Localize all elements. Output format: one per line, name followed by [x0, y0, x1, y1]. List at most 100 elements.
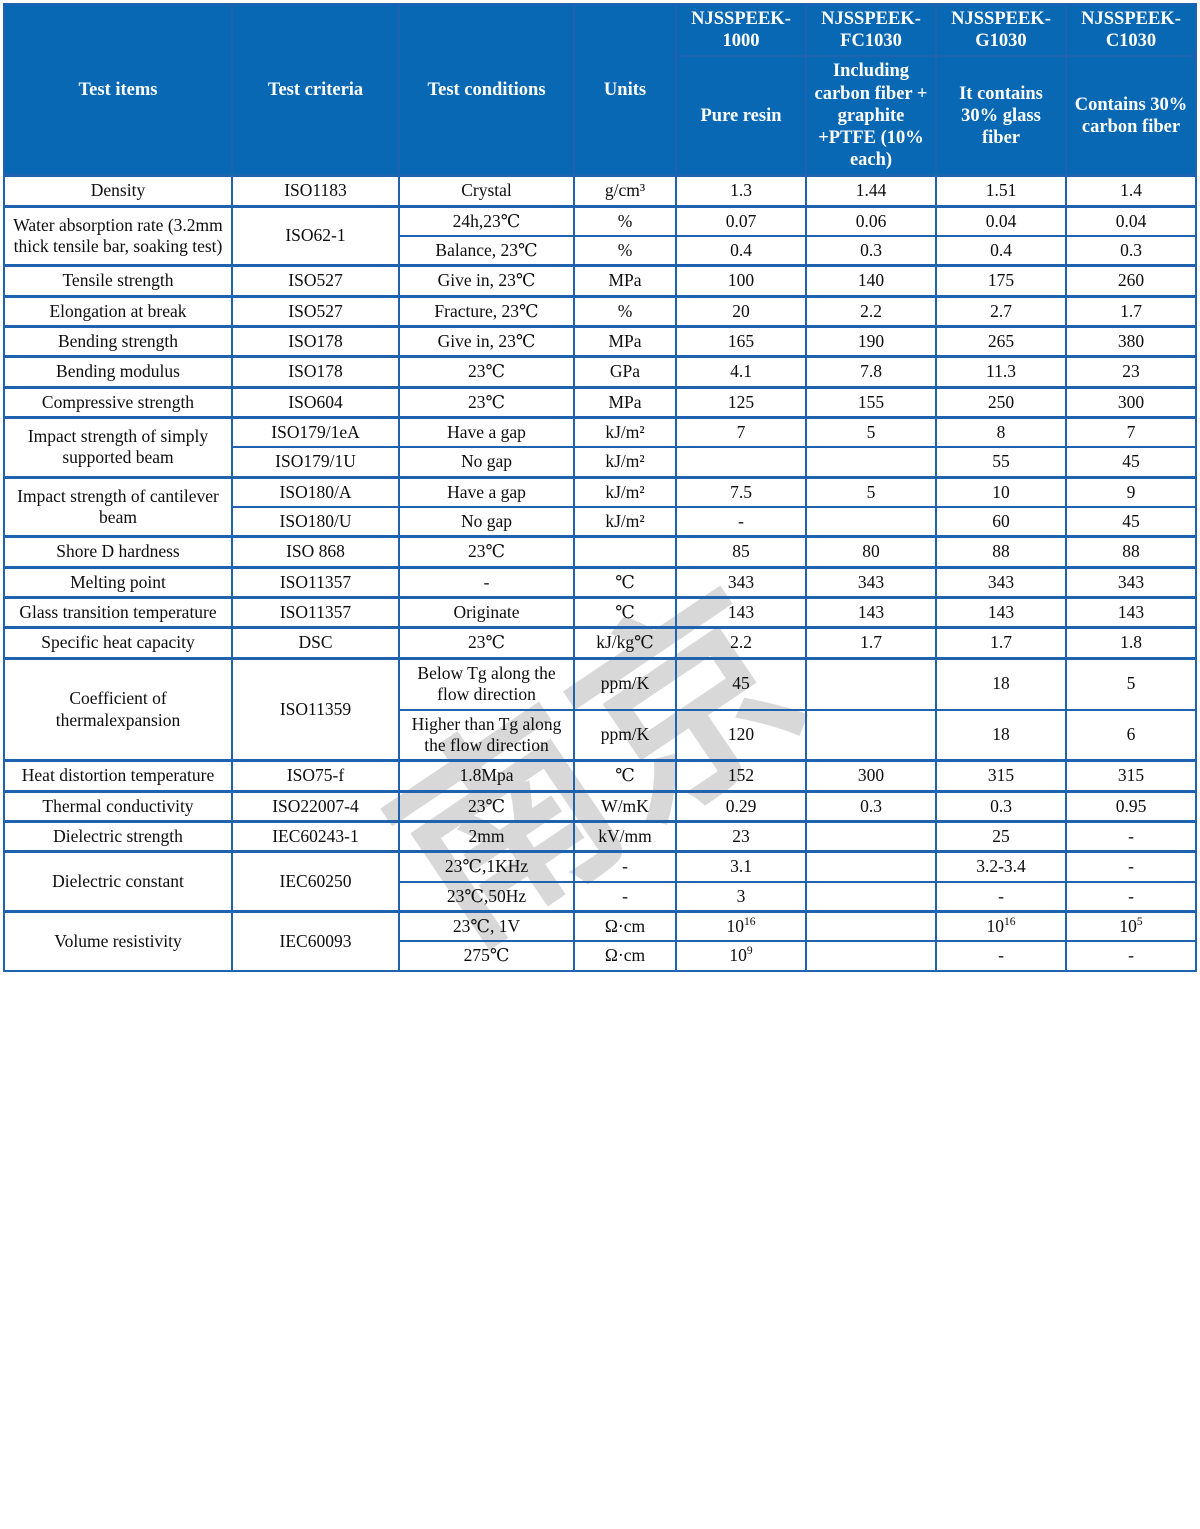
cell-value-product-3: -: [1065, 850, 1197, 883]
cell-test-condition: 23℃: [398, 355, 575, 389]
cell-value-product-0: 343: [675, 565, 807, 599]
cell-test-criteria: ISO75-f: [231, 759, 400, 793]
cell-value-product-3: -: [1065, 940, 1197, 972]
cell-unit: W/mK: [573, 789, 677, 823]
table-row: Volume resistivity IEC60093 23℃, 1V Ω·cm 101…: [3, 909, 1197, 972]
cell-test-condition: Crystal: [398, 174, 575, 208]
cell-value-product-2: 250: [935, 385, 1067, 419]
cell-unit: %: [573, 294, 677, 328]
cell-value-product-2: 11.3: [935, 355, 1067, 389]
cell-test-item: Bending strength: [3, 325, 233, 358]
cell-test-criteria: ISO179/1eA: [231, 416, 400, 449]
cell-test-condition: 23℃: [398, 535, 575, 569]
cell-test-item: Thermal conductivity: [3, 789, 233, 823]
cell-value-product-2: -: [935, 940, 1067, 972]
cell-value-product-0: 45: [675, 656, 807, 711]
cell-value-product-0: 2.2: [675, 626, 807, 660]
cell-value-product-0: -: [675, 506, 807, 538]
cell-value-product-1: [805, 656, 937, 711]
cell-test-criteria: ISO178: [231, 355, 400, 389]
cell-value-product-1: 5: [805, 475, 937, 509]
cell-test-condition: Have a gap: [398, 475, 575, 509]
cell-value-product-3: 300: [1065, 385, 1197, 419]
cell-test-condition: Have a gap: [398, 416, 575, 449]
cell-value-product-1: 5: [805, 416, 937, 449]
cell-value-product-2: 55: [935, 446, 1067, 479]
cell-value-product-3: 315: [1065, 759, 1197, 793]
cell-unit: MPa: [573, 385, 677, 419]
cell-test-criteria: ISO11357: [231, 596, 400, 629]
cell-value-product-2: 1016: [935, 909, 1067, 943]
cell-test-condition: No gap: [398, 506, 575, 538]
cell-value-product-0: 23: [675, 819, 807, 853]
cell-test-item: Impact strength of cantilever beam: [3, 475, 233, 538]
cell-value-product-3: -: [1065, 880, 1197, 913]
cell-test-item: Compressive strength: [3, 385, 233, 419]
cell-value-product-0: 1.3: [675, 174, 807, 208]
table-row: Balance, 23℃% 0.4 0.3 0.4 0.3: [4, 235, 1197, 267]
table-row: ISO180/U No gap kJ/m² - 60 45: [4, 506, 1197, 538]
cell-value-product-0: 120: [675, 708, 807, 762]
table-row: Impact strength of simply supported beam…: [3, 416, 1197, 479]
cell-value-product-3: 6: [1065, 708, 1197, 762]
cell-value-product-1: [805, 850, 937, 883]
cell-test-criteria: IEC60243-1: [231, 819, 400, 853]
cell-test-criteria: ISO11359: [231, 656, 400, 762]
cell-value-product-1: 2.2: [805, 294, 937, 328]
cell-test-criteria: ISO 868: [231, 535, 400, 569]
cell-value-product-2: 88: [935, 535, 1067, 569]
cell-test-condition: 23℃: [398, 789, 575, 823]
cell-test-criteria: ISO11357: [231, 565, 400, 599]
cell-value-product-3: 45: [1065, 506, 1197, 538]
cell-unit: %: [573, 235, 677, 267]
cell-value-product-1: 0.3: [805, 235, 937, 267]
cell-value-product-0: 85: [675, 535, 807, 569]
table-row: Higher than Tg along the flow direction p…: [4, 708, 1197, 762]
cell-value-product-2: 18: [935, 708, 1067, 762]
cell-value-product-1: 190: [805, 325, 937, 358]
table-row: Impact strength of cantilever beam ISO180…: [3, 475, 1197, 538]
cell-unit: ppm/K: [573, 656, 677, 711]
cell-unit: -: [573, 850, 677, 883]
cell-value-product-0: 4.1: [675, 355, 807, 389]
cell-value-product-1: 7.8: [805, 355, 937, 389]
header-product-desc-0: Pure resin: [675, 55, 807, 177]
cell-value-product-3: 23: [1065, 355, 1197, 389]
cell-unit: Ω·cm: [573, 940, 677, 972]
cell-test-criteria: DSC: [231, 626, 400, 660]
material-properties-table: Test items Test criteria Test conditions…: [3, 2, 1197, 972]
cell-value-product-0: 3.1: [675, 850, 807, 883]
cell-value-product-2: 315: [935, 759, 1067, 793]
cell-test-item: Tensile strength: [3, 264, 233, 298]
cell-test-condition: 23℃,1KHz: [398, 850, 575, 883]
cell-value-product-3: 88: [1065, 535, 1197, 569]
cell-value-product-0: 0.07: [675, 204, 807, 237]
cell-value-product-2: 3.2-3.4: [935, 850, 1067, 883]
cell-test-item: Coefficient of thermalexpansion: [3, 656, 233, 762]
cell-test-condition: -: [398, 565, 575, 599]
cell-value-product-3: 45: [1065, 446, 1197, 479]
cell-value-product-0: 100: [675, 264, 807, 298]
cell-value-product-2: 0.04: [935, 204, 1067, 237]
cell-value-product-0: 7.5: [675, 475, 807, 509]
cell-value-product-2: 60: [935, 506, 1067, 538]
cell-value-product-2: 8: [935, 416, 1067, 449]
cell-value-product-1: 80: [805, 535, 937, 569]
cell-value-product-3: 260: [1065, 264, 1197, 298]
cell-unit: kJ/m²: [573, 446, 677, 479]
cell-value-product-0: 143: [675, 596, 807, 629]
cell-test-criteria: ISO1183: [231, 174, 400, 208]
cell-value-product-1: [805, 880, 937, 913]
table-body: Density ISO1183 Crystal g/cm³ 1.3 1.44 1.51 1.4…: [3, 174, 1197, 972]
cell-unit: GPa: [573, 355, 677, 389]
table-row: Heat distortion temperature ISO75-f 1.8Mpa…: [3, 759, 1197, 793]
cell-value-product-0: 7: [675, 416, 807, 449]
cell-unit: Ω·cm: [573, 909, 677, 943]
cell-unit: ppm/K: [573, 708, 677, 762]
cell-value-product-1: 300: [805, 759, 937, 793]
cell-test-criteria: ISO604: [231, 385, 400, 419]
header-product-name-1: NJSSPEEK-FC1030: [805, 2, 937, 58]
cell-value-product-0: 109: [675, 940, 807, 972]
header-product-name-2: NJSSPEEK-G1030: [935, 2, 1067, 58]
cell-value-product-3: -: [1065, 819, 1197, 853]
